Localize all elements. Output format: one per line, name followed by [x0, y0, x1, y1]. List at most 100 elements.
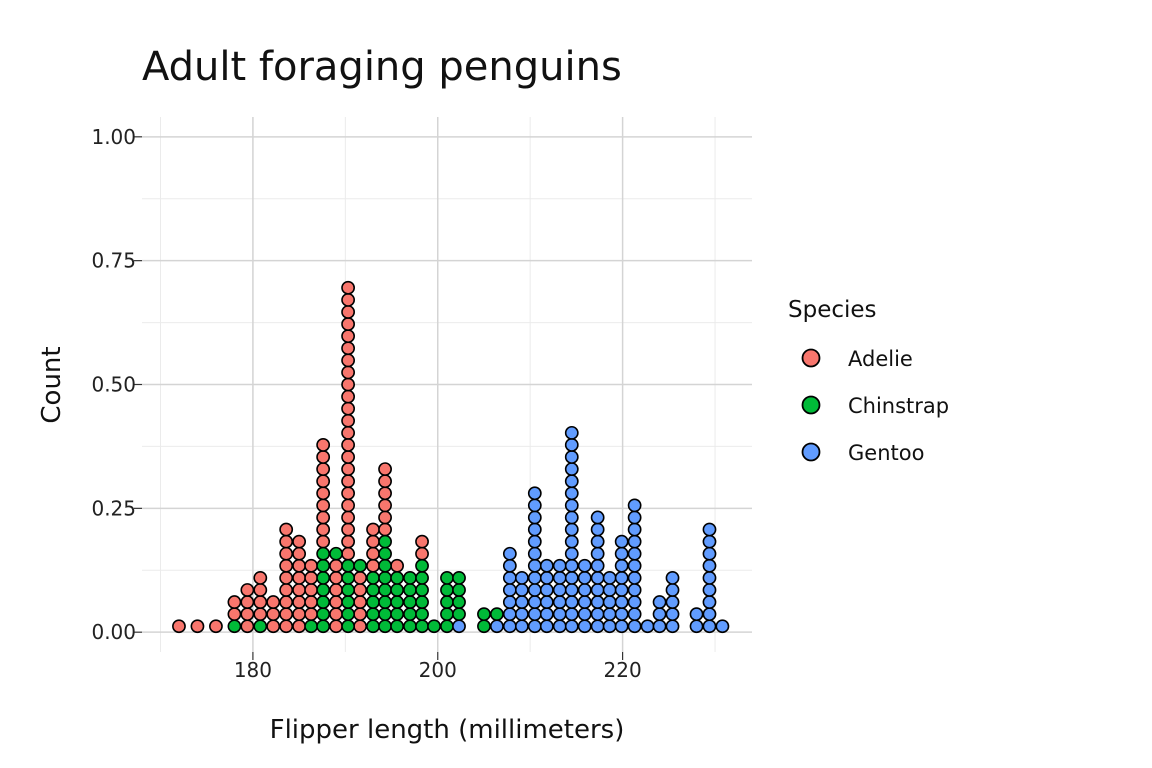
dot-gentoo — [502, 570, 517, 585]
dot-gentoo — [652, 595, 667, 609]
y-axis-title: Count — [37, 346, 67, 423]
dot-gentoo — [514, 595, 529, 609]
legend-key-adelie — [801, 348, 821, 368]
dot-chinstrap — [427, 619, 441, 634]
dot-adelie — [279, 583, 294, 597]
dot-chinstrap — [403, 595, 417, 609]
dot-gentoo — [652, 619, 667, 634]
dot-adelie — [329, 619, 343, 634]
dot-gentoo — [577, 583, 592, 597]
dot-adelie — [316, 438, 331, 452]
dot-gentoo — [689, 607, 704, 622]
dot-gentoo — [527, 498, 542, 513]
dot-gentoo — [527, 510, 542, 525]
dot-chinstrap — [390, 607, 404, 622]
dot-gentoo — [590, 558, 605, 573]
dot-chinstrap — [403, 583, 417, 597]
dot-adelie — [341, 280, 356, 295]
dot-gentoo — [539, 619, 554, 634]
dot-gentoo — [502, 619, 517, 634]
dot-chinstrap — [316, 619, 331, 634]
dot-adelie — [279, 558, 294, 573]
dot-adelie — [316, 522, 331, 537]
dot-chinstrap — [452, 570, 466, 585]
dot-chinstrap — [341, 607, 356, 622]
dot-gentoo — [527, 486, 542, 501]
dot-adelie — [341, 462, 356, 477]
dot-adelie — [227, 607, 242, 622]
dot-adelie — [341, 486, 356, 501]
dot-gentoo — [627, 583, 642, 597]
dot-chinstrap — [452, 595, 466, 609]
x-tick-label: 180 — [234, 658, 272, 682]
dot-adelie — [341, 425, 356, 440]
dot-adelie — [304, 607, 319, 622]
y-tick-label: 0.25 — [91, 496, 136, 520]
dot-gentoo — [577, 619, 592, 634]
dot-gentoo — [614, 558, 629, 573]
dot-adelie — [353, 595, 368, 609]
dot-gentoo — [564, 522, 579, 537]
dot-gentoo — [689, 619, 704, 634]
dot-adelie — [279, 607, 294, 622]
dot-adelie — [292, 534, 307, 549]
dot-gentoo — [627, 558, 642, 573]
dot-chinstrap — [316, 558, 331, 573]
dot-gentoo — [502, 595, 517, 609]
dot-gentoo — [614, 583, 629, 597]
y-axis-ticks: 0.00 0.25 0.50 0.75 1.00 — [91, 125, 142, 644]
dot-chinstrap — [403, 607, 417, 622]
legend-label-adelie: Adelie — [848, 347, 913, 371]
dot-gentoo — [702, 607, 717, 622]
dot-chinstrap — [366, 570, 380, 585]
dot-adelie — [190, 619, 205, 634]
dot-chinstrap — [366, 619, 380, 634]
dot-gentoo — [564, 474, 579, 489]
dot-chinstrap — [378, 619, 392, 634]
dot-gentoo — [702, 558, 717, 573]
dot-adelie — [304, 558, 319, 573]
dot-gentoo — [665, 607, 680, 622]
dot-gentoo — [627, 534, 642, 549]
dot-chinstrap — [378, 570, 392, 585]
dot-chinstrap — [316, 546, 331, 561]
dot-adelie — [353, 607, 368, 622]
dot-chinstrap — [227, 619, 242, 634]
dot-adelie — [341, 401, 356, 416]
legend-label-gentoo: Gentoo — [848, 441, 924, 465]
dot-chinstrap — [366, 607, 380, 622]
dot-gentoo — [539, 595, 554, 609]
dot-adelie — [292, 619, 307, 634]
dot-gentoo — [577, 570, 592, 585]
dot-gentoo — [527, 595, 542, 609]
dot-gentoo — [627, 619, 642, 634]
dot-adelie — [292, 583, 307, 597]
dot-gentoo — [514, 619, 529, 634]
dot-gentoo — [577, 607, 592, 622]
legend: Species Adelie Chinstrap Gentoo — [788, 297, 949, 465]
dot-gentoo — [702, 570, 717, 585]
dot-adelie — [390, 558, 404, 573]
dot-adelie — [316, 498, 331, 513]
dot-gentoo — [564, 425, 579, 440]
dot-gentoo — [614, 546, 629, 561]
dot-adelie — [341, 292, 356, 307]
dot-adelie — [240, 595, 255, 609]
dot-gentoo — [552, 558, 567, 573]
dot-chinstrap — [390, 595, 404, 609]
dot-adelie — [341, 546, 356, 561]
dot-gentoo — [665, 595, 680, 609]
dot-adelie — [378, 498, 392, 513]
dot-adelie — [240, 607, 255, 622]
dot-gentoo — [702, 522, 717, 537]
dot-gentoo — [527, 607, 542, 622]
dot-adelie — [341, 450, 356, 464]
dot-gentoo — [527, 583, 542, 597]
dot-gentoo — [590, 619, 605, 634]
dot-gentoo — [614, 534, 629, 549]
x-axis-title: Flipper length (millimeters) — [270, 715, 625, 745]
dot-adelie — [341, 522, 356, 537]
x-tick-label: 220 — [604, 658, 642, 682]
dot-chinstrap — [415, 558, 429, 573]
